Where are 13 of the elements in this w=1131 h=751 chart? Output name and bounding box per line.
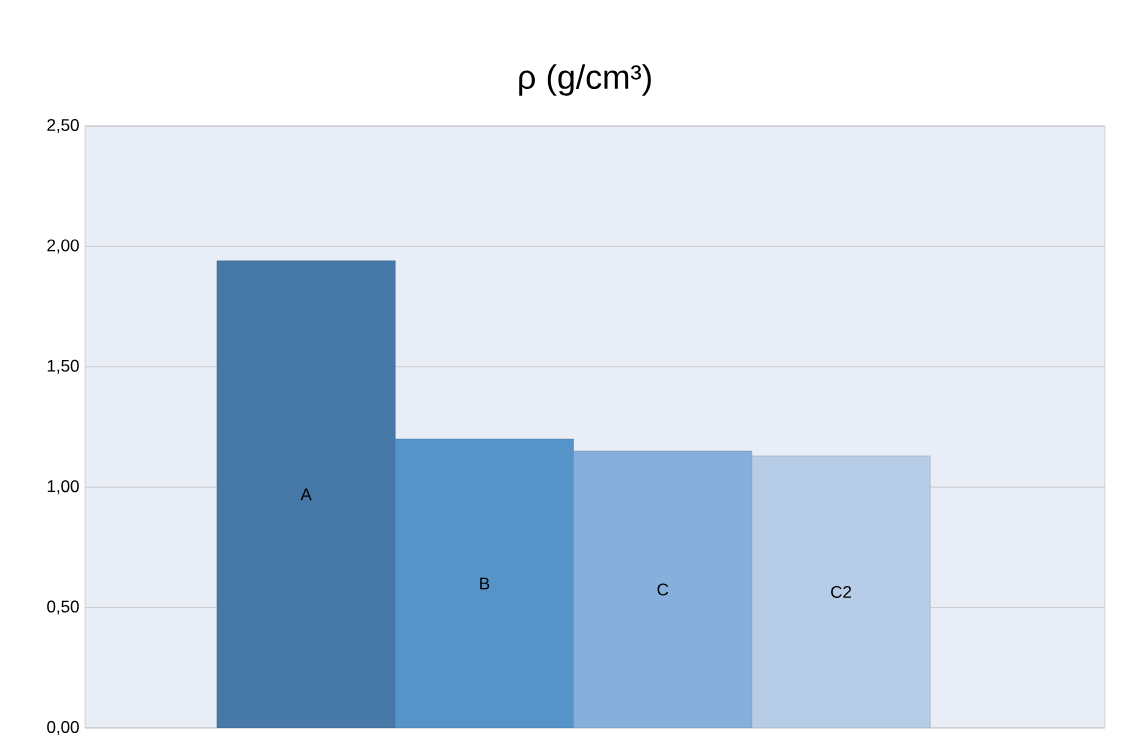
y-tick-label: 0,00 <box>47 720 79 735</box>
y-tick-label: 2,50 <box>47 118 79 133</box>
y-tick-label: 2,00 <box>47 239 79 254</box>
bar <box>216 260 396 728</box>
y-tick-label: 0,50 <box>47 600 79 615</box>
x-tick-label: C2 <box>831 585 852 598</box>
x-tick-label: C <box>657 583 669 596</box>
y-tick-label: 1,50 <box>47 359 79 374</box>
y-tick-label: 1,00 <box>47 480 79 495</box>
x-tick-label: A <box>300 488 312 501</box>
chart-title: ρ (g/cm³) <box>519 64 651 96</box>
x-tick-label: B <box>480 577 490 590</box>
bar <box>751 455 931 728</box>
